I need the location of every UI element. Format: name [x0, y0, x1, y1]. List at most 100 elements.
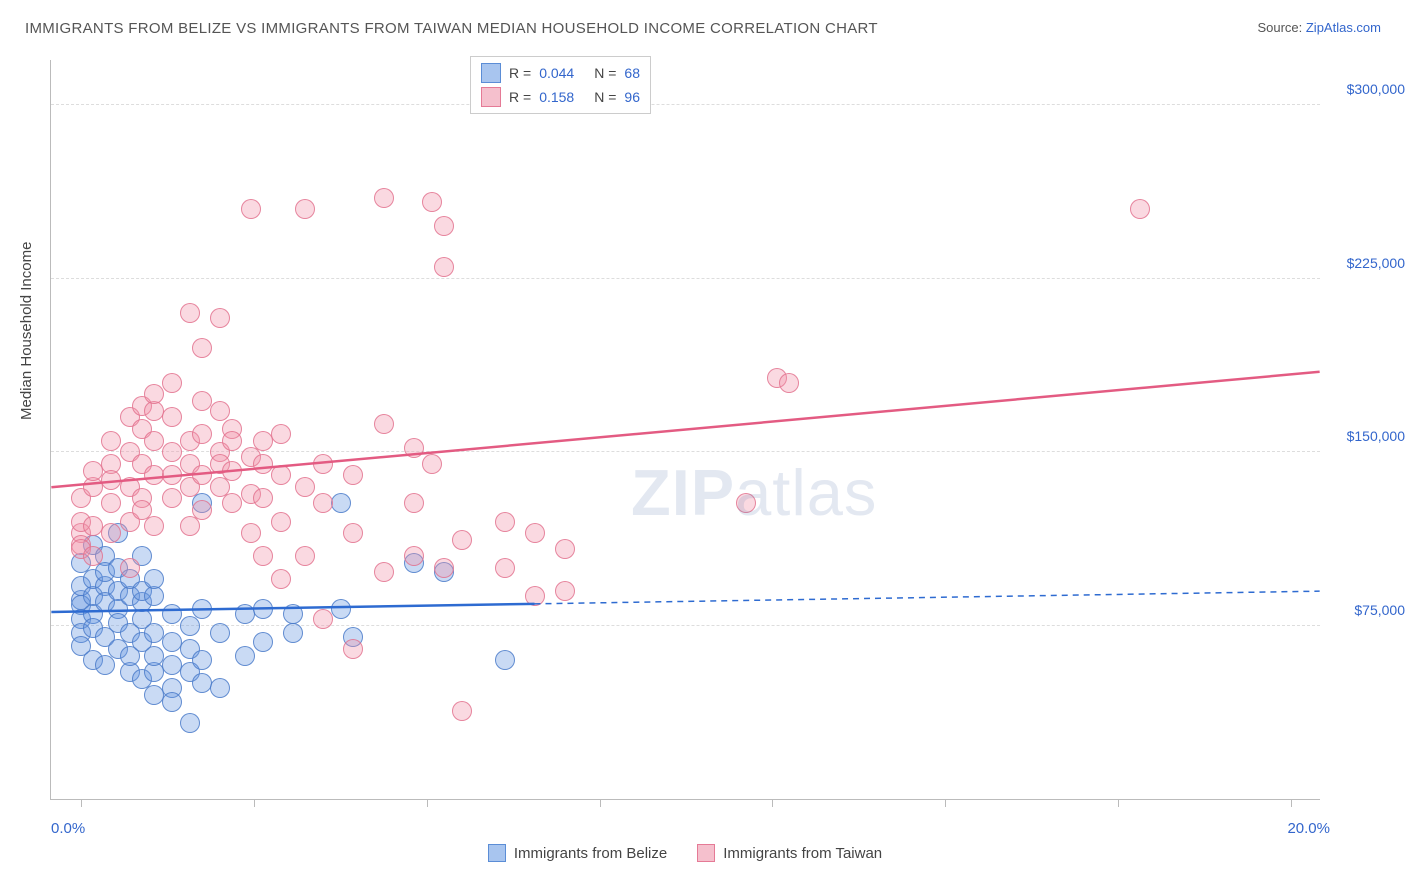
data-point	[343, 639, 363, 659]
x-tick	[600, 799, 601, 807]
data-point	[144, 465, 164, 485]
chart-plot-area: ZIPatlas $75,000$150,000$225,000$300,000…	[50, 60, 1320, 800]
data-point	[192, 599, 212, 619]
data-point	[144, 623, 164, 643]
y-tick-label: $225,000	[1347, 255, 1405, 271]
data-point	[1130, 199, 1150, 219]
data-point	[83, 461, 103, 481]
y-axis-title: Median Household Income	[18, 242, 35, 420]
legend-r-label: R =	[509, 89, 531, 105]
data-point	[736, 493, 756, 513]
watermark-thin: atlas	[735, 456, 877, 529]
data-point	[555, 581, 575, 601]
data-point	[404, 438, 424, 458]
data-point	[495, 512, 515, 532]
data-point	[374, 188, 394, 208]
y-tick-label: $150,000	[1347, 428, 1405, 444]
data-point	[144, 516, 164, 536]
data-point	[222, 431, 242, 451]
legend-swatch	[697, 844, 715, 862]
legend-swatch	[481, 63, 501, 83]
data-point	[192, 338, 212, 358]
data-point	[192, 500, 212, 520]
data-point	[253, 454, 273, 474]
data-point	[101, 470, 121, 490]
x-tick	[81, 799, 82, 807]
data-point	[235, 646, 255, 666]
x-tick	[1118, 799, 1119, 807]
y-tick-label: $75,000	[1354, 602, 1405, 618]
data-point	[283, 604, 303, 624]
chart-container: IMMIGRANTS FROM BELIZE VS IMMIGRANTS FRO…	[0, 0, 1406, 892]
data-point	[271, 424, 291, 444]
data-point	[210, 623, 230, 643]
data-point	[343, 465, 363, 485]
data-point	[404, 493, 424, 513]
legend-row: R = 0.044N = 68	[481, 61, 640, 85]
data-point	[101, 523, 121, 543]
data-point	[253, 431, 273, 451]
data-point	[192, 650, 212, 670]
data-point	[162, 604, 182, 624]
legend-row: R = 0.158N = 96	[481, 85, 640, 109]
data-point	[210, 308, 230, 328]
series-legend-item: Immigrants from Taiwan	[697, 844, 882, 862]
series-legend: Immigrants from Belize Immigrants from Ta…	[50, 844, 1320, 862]
data-point	[331, 493, 351, 513]
data-point	[313, 493, 333, 513]
data-point	[434, 216, 454, 236]
data-point	[253, 488, 273, 508]
data-point	[162, 407, 182, 427]
series-legend-label: Immigrants from Belize	[514, 845, 667, 862]
data-point	[162, 442, 182, 462]
data-point	[283, 623, 303, 643]
x-min-label: 0.0%	[51, 820, 85, 837]
data-point	[101, 431, 121, 451]
x-tick	[945, 799, 946, 807]
data-point	[144, 384, 164, 404]
data-point	[495, 558, 515, 578]
series-legend-item: Immigrants from Belize	[488, 844, 667, 862]
data-point	[374, 562, 394, 582]
data-point	[192, 465, 212, 485]
data-point	[162, 692, 182, 712]
series-legend-label: Immigrants from Taiwan	[723, 845, 882, 862]
data-point	[95, 655, 115, 675]
data-point	[434, 558, 454, 578]
data-point	[271, 465, 291, 485]
y-gridline	[51, 625, 1320, 626]
data-point	[253, 599, 273, 619]
data-point	[271, 569, 291, 589]
x-tick	[772, 799, 773, 807]
data-point	[144, 685, 164, 705]
data-point	[434, 257, 454, 277]
legend-n-value: 96	[624, 89, 640, 105]
data-point	[162, 655, 182, 675]
source-credit: Source: ZipAtlas.com	[1257, 20, 1381, 35]
source-link[interactable]: ZipAtlas.com	[1306, 20, 1381, 35]
legend-swatch	[481, 87, 501, 107]
data-point	[331, 599, 351, 619]
data-point	[210, 401, 230, 421]
data-point	[192, 673, 212, 693]
legend-r-label: R =	[509, 65, 531, 81]
watermark: ZIPatlas	[631, 455, 877, 530]
watermark-bold: ZIP	[631, 456, 735, 529]
legend-n-label: N =	[594, 65, 616, 81]
x-tick	[1291, 799, 1292, 807]
data-point	[222, 493, 242, 513]
data-point	[404, 546, 424, 566]
data-point	[180, 516, 200, 536]
data-point	[525, 523, 545, 543]
data-point	[162, 488, 182, 508]
legend-r-value: 0.158	[539, 89, 574, 105]
data-point	[241, 523, 261, 543]
data-point	[295, 199, 315, 219]
data-point	[422, 454, 442, 474]
data-point	[162, 465, 182, 485]
data-point	[313, 609, 333, 629]
x-tick	[254, 799, 255, 807]
data-point	[144, 431, 164, 451]
data-point	[180, 303, 200, 323]
data-point	[422, 192, 442, 212]
